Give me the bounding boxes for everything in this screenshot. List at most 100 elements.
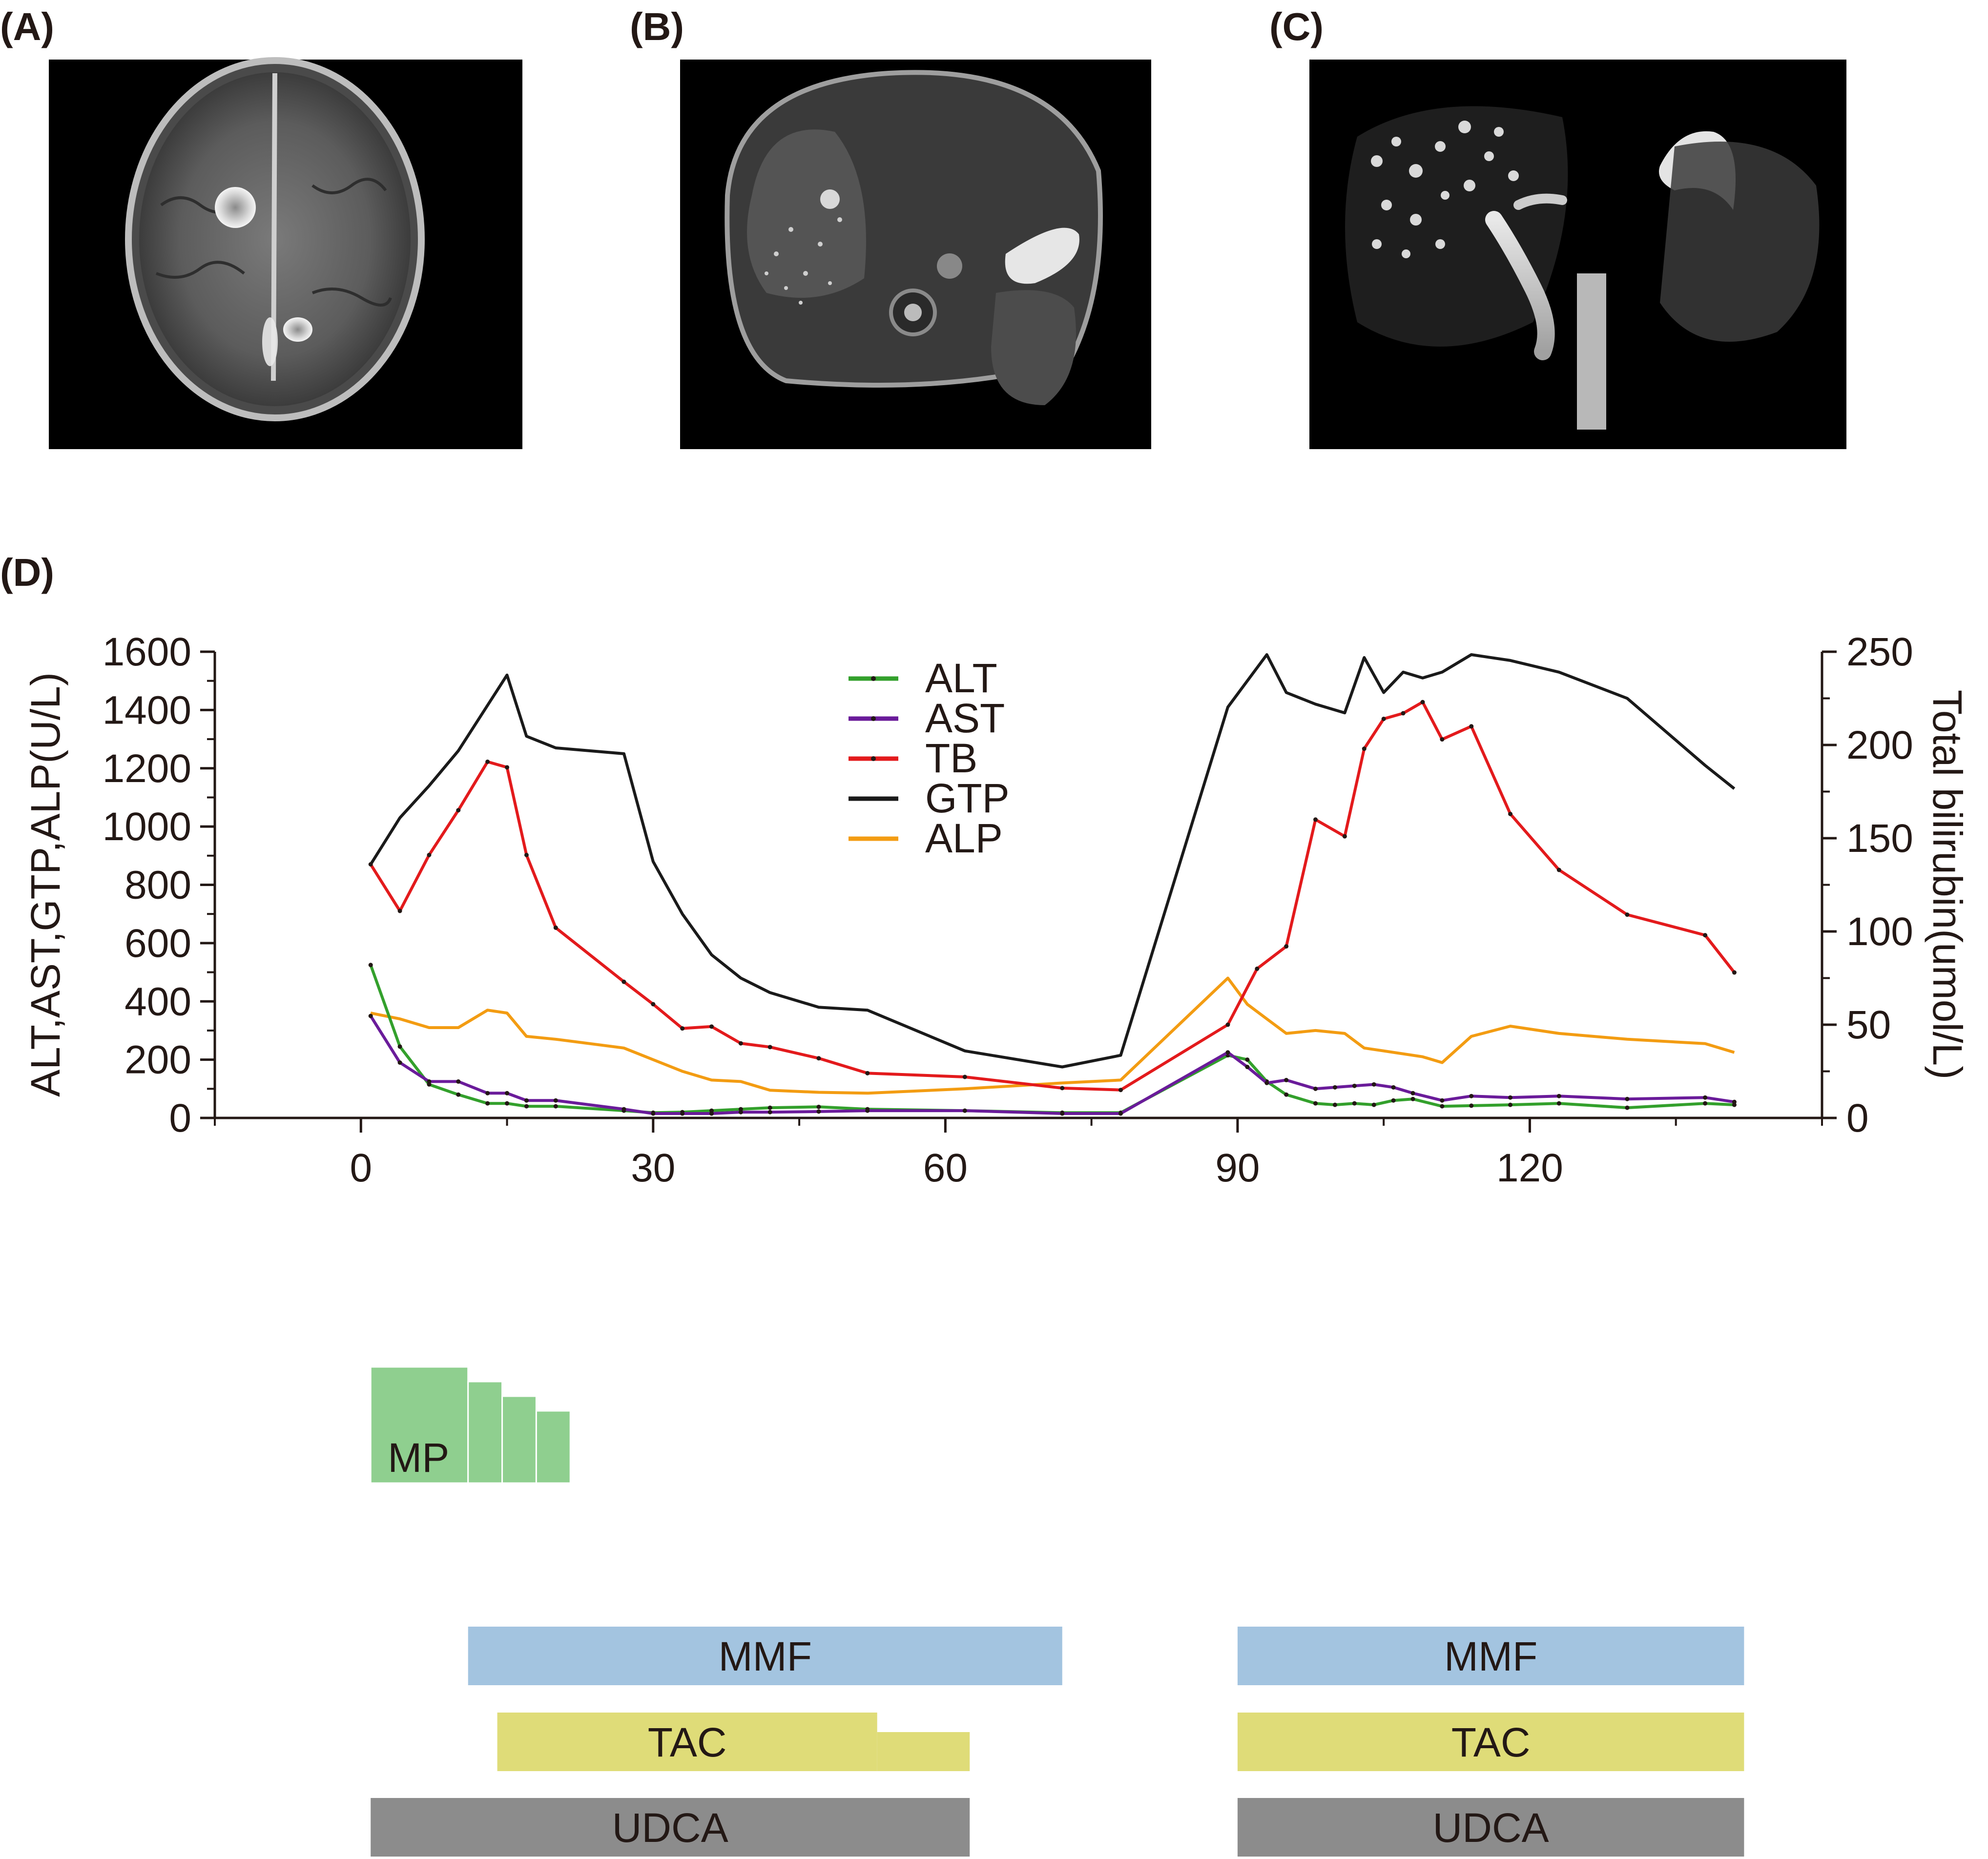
- data-point-alt: [1313, 1101, 1318, 1106]
- data-point-alt: [1245, 1057, 1250, 1062]
- data-point-ast: [767, 1110, 772, 1115]
- left-tick-label: 200: [124, 1038, 191, 1082]
- series-tb: [368, 700, 1737, 1093]
- data-point-tb: [1440, 737, 1445, 742]
- data-point-tb: [709, 1024, 714, 1029]
- data-point-alt: [524, 1104, 529, 1109]
- mrcp-image: [1309, 60, 1846, 449]
- x-tick-label: 0: [350, 1146, 372, 1190]
- data-point-tb: [816, 1056, 821, 1061]
- data-point-tb: [738, 1041, 743, 1046]
- legend-item-alp: ALP: [849, 815, 1003, 861]
- mp-dose-segment: [501, 1395, 537, 1484]
- mp-dose-segment: [370, 1366, 469, 1484]
- data-point-alt: [1508, 1102, 1513, 1107]
- data-point-ast: [485, 1091, 490, 1095]
- data-point-tb: [1732, 970, 1737, 975]
- data-point-ast: [505, 1091, 510, 1095]
- data-point-tb: [427, 852, 432, 857]
- liver-function-chart: ALT,AST,GTP,ALP(U/L) Total bilirubin(umo…: [22, 630, 1970, 1190]
- legend-label: ALP: [925, 815, 1003, 861]
- left-tick-label: 1400: [103, 688, 191, 732]
- left-tick-label: 1000: [103, 805, 191, 849]
- data-point-tb: [1508, 811, 1513, 816]
- right-tick-label: 250: [1846, 630, 1913, 674]
- data-point-tb: [1255, 966, 1260, 971]
- data-point-ast: [456, 1079, 461, 1084]
- left-tick-label: 800: [124, 863, 191, 908]
- left-axis-ticks: 0 200 400 600 800 1000 1200 1400 1600: [103, 630, 215, 1140]
- data-point-alt: [1556, 1101, 1561, 1106]
- treatment-label-mmf: MMF: [1444, 1633, 1537, 1679]
- data-point-ast: [1469, 1094, 1474, 1098]
- right-tick-label: 100: [1846, 909, 1913, 954]
- brain-mri-image: [49, 57, 522, 449]
- legend-label: ALT: [925, 655, 997, 701]
- treatment-timeline: MP MMF MMF TAC TAC UDCA UDCA: [370, 1366, 1744, 1857]
- data-point-ast: [397, 1060, 402, 1065]
- data-point-ast: [738, 1110, 743, 1115]
- data-point-tb: [1342, 834, 1347, 839]
- data-point-ast: [553, 1098, 558, 1103]
- treatment-label-tac: TAC: [648, 1719, 727, 1765]
- data-point-ast: [1440, 1098, 1445, 1103]
- treatment-udca: UDCA UDCA: [371, 1798, 1744, 1857]
- data-point-alt: [1469, 1103, 1474, 1108]
- series-gtp: [369, 653, 1736, 1069]
- treatment-tac: TAC TAC: [497, 1713, 1744, 1771]
- series-ast: [368, 1013, 1737, 1116]
- data-point-alt: [1371, 1102, 1376, 1107]
- udca-segment: [371, 1798, 970, 1857]
- data-point-alt: [1703, 1101, 1708, 1106]
- data-point-alt: [1284, 1092, 1289, 1097]
- series-line-alp: [370, 976, 1735, 1095]
- data-point-ast: [1245, 1065, 1250, 1070]
- right-tick-label: 150: [1846, 816, 1913, 861]
- data-point-tb: [1556, 868, 1561, 872]
- left-tick-label: 600: [124, 921, 191, 966]
- left-axis-title: ALT,AST,GTP,ALP(U/L): [22, 672, 68, 1097]
- data-point-alt: [1391, 1098, 1396, 1103]
- data-point-alt: [505, 1101, 510, 1106]
- left-tick-label: 0: [169, 1096, 191, 1140]
- data-point-tb: [621, 979, 626, 984]
- data-point-ast: [1508, 1095, 1513, 1100]
- treatment-label-mmf: MMF: [719, 1633, 812, 1679]
- series-line-tb: [369, 701, 1736, 1092]
- data-point-tb: [1469, 724, 1474, 729]
- data-point-tb: [962, 1074, 967, 1079]
- series-layer: [368, 653, 1737, 1116]
- data-point-ast: [1410, 1091, 1415, 1095]
- data-point-alt: [1332, 1102, 1337, 1107]
- data-point-ast: [1060, 1111, 1065, 1116]
- data-point-tb: [553, 925, 558, 930]
- data-point-ast: [1313, 1086, 1318, 1091]
- data-point-ast: [816, 1109, 821, 1114]
- data-point-alt: [767, 1105, 772, 1110]
- mmf-segment: [468, 1627, 1062, 1685]
- right-axis-ticks: 0 50 100 150 200 250: [1822, 630, 1913, 1140]
- right-tick-label: 200: [1846, 723, 1913, 767]
- data-point-alt: [1352, 1101, 1357, 1106]
- x-tick-label: 120: [1496, 1146, 1563, 1190]
- data-point-ast: [1332, 1085, 1337, 1090]
- legend-label: AST: [925, 695, 1005, 741]
- data-point-ast: [865, 1108, 870, 1113]
- udca-segment: [1237, 1798, 1744, 1857]
- legend-marker: [871, 716, 876, 721]
- series-line-gtp: [369, 653, 1736, 1069]
- data-point-tb: [1225, 1022, 1230, 1027]
- series-line-alt: [369, 964, 1735, 1115]
- data-point-tb: [1381, 717, 1386, 722]
- data-point-tb: [456, 808, 461, 813]
- data-point-tb: [865, 1071, 870, 1075]
- data-point-ast: [1225, 1050, 1230, 1055]
- treatment-label-udca: UDCA: [1433, 1805, 1549, 1851]
- mmf-segment: [1237, 1627, 1744, 1685]
- treatment-label-mp: MP: [388, 1435, 449, 1481]
- data-point-ast: [1625, 1096, 1630, 1101]
- data-point-tb: [1118, 1088, 1123, 1093]
- mp-dose-segment: [535, 1410, 571, 1484]
